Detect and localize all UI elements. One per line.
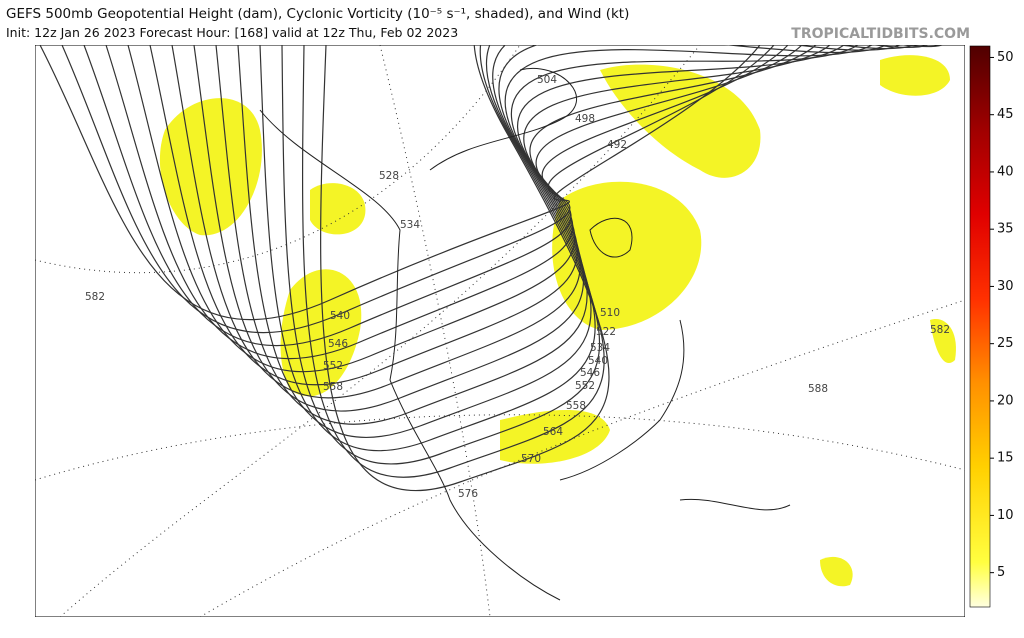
contour-label: 588 <box>808 383 828 395</box>
contour-line <box>259 45 901 452</box>
colorbar-tick-label: 35 <box>997 222 1014 237</box>
contour-line <box>193 45 859 412</box>
contour-line <box>171 45 845 399</box>
contour-label: 528 <box>379 170 399 182</box>
contour-line <box>83 45 789 347</box>
watermark: TROPICALTIDBITS.COM <box>791 26 970 42</box>
contour-label: 534 <box>590 342 610 354</box>
contour-label: 558 <box>323 381 343 393</box>
contour-label: 576 <box>458 488 478 500</box>
contour-label: 546 <box>328 338 348 350</box>
colorbar-tick-label: 5 <box>997 565 1005 580</box>
colorbar-tick-label: 15 <box>997 451 1014 466</box>
contour-label: 510 <box>600 307 620 319</box>
contour-label: 582 <box>930 324 950 336</box>
map <box>35 45 965 617</box>
contour-label: 534 <box>400 219 420 231</box>
contour-line <box>237 45 887 439</box>
contour-line <box>127 45 817 373</box>
colorbar-tick-label: 50 <box>997 50 1014 65</box>
colorbar-tick-label: 25 <box>997 336 1014 351</box>
contour-label: 522 <box>596 326 616 338</box>
contour-label: 540 <box>330 310 350 322</box>
contour-label: 504 <box>537 74 557 86</box>
contour-label: 582 <box>85 291 105 303</box>
colorbar-tick-label: 30 <box>997 279 1014 294</box>
contour-label: 546 <box>580 367 600 379</box>
contour-label: 570 <box>521 453 541 465</box>
contour-line <box>105 45 803 360</box>
contour-line <box>281 45 915 465</box>
latlon-grid <box>35 45 965 617</box>
contour-label: 498 <box>575 113 595 125</box>
colorbar-tick-label: 40 <box>997 164 1014 179</box>
contour-line <box>302 45 929 478</box>
coastlines <box>259 68 791 601</box>
colorbar-tick-label: 20 <box>997 393 1014 408</box>
colorbar <box>969 45 991 608</box>
contour-label: 558 <box>566 400 586 412</box>
subtitle: Init: 12z Jan 26 2023 Forecast Hour: [16… <box>6 25 458 40</box>
contour-label: 552 <box>575 380 595 392</box>
contour-label: 564 <box>543 426 563 438</box>
contour-line <box>149 45 831 386</box>
colorbar-tick-label: 10 <box>997 508 1014 523</box>
contour-line <box>39 45 761 321</box>
contour-line <box>61 45 775 334</box>
contour-line <box>320 45 943 492</box>
contour-line <box>215 45 873 425</box>
contour-label: 492 <box>607 139 627 151</box>
height-contours <box>39 45 943 492</box>
contour-labels: 5044984925285345825405465525585105225345… <box>85 74 950 500</box>
contour-label: 540 <box>588 355 608 367</box>
title: GEFS 500mb Geopotential Height (dam), Cy… <box>6 6 629 22</box>
colorbar-tick-label: 45 <box>997 107 1014 122</box>
colorbar-ticks: 5 10 15 20 25 30 35 40 45 50 <box>990 50 1014 580</box>
contour-label: 552 <box>323 360 343 372</box>
vorticity-shading <box>159 55 956 587</box>
